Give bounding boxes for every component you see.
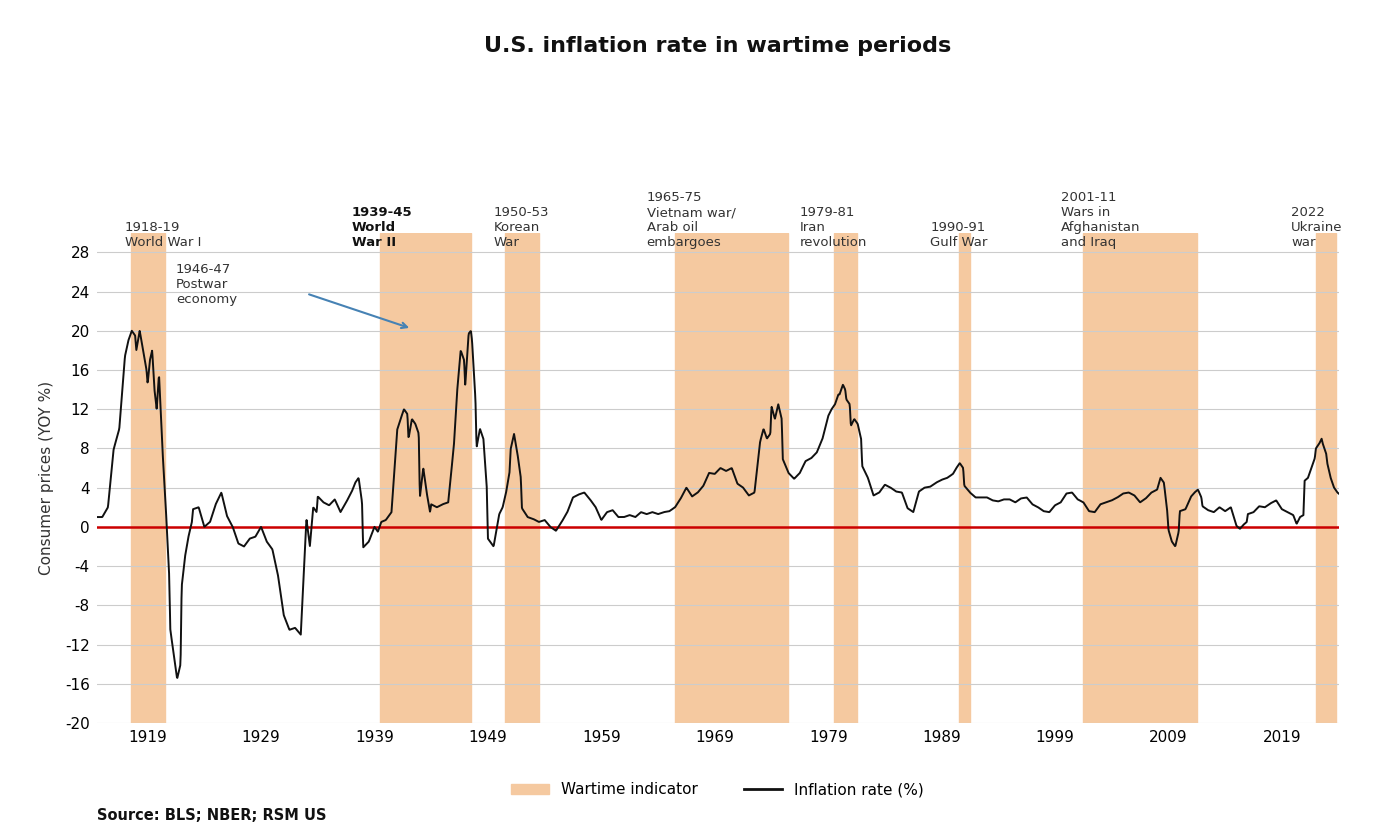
Text: 1939-45
World
War II: 1939-45 World War II	[352, 206, 413, 249]
Text: 1965-75
Vietnam war/
Arab oil
embargoes: 1965-75 Vietnam war/ Arab oil embargoes	[647, 191, 736, 249]
Bar	[505, 233, 540, 723]
Y-axis label: Consumer prices (YOY %): Consumer prices (YOY %)	[39, 381, 54, 575]
Text: 1979-81
Iran
revolution: 1979-81 Iran revolution	[800, 206, 867, 249]
Bar	[131, 233, 164, 723]
Text: Source: BLS; NBER; RSM US: Source: BLS; NBER; RSM US	[97, 808, 326, 823]
Bar	[1083, 233, 1196, 723]
Bar	[1317, 233, 1336, 723]
Legend: Wartime indicator, Inflation rate (%): Wartime indicator, Inflation rate (%)	[505, 776, 930, 804]
Text: 1950-53
Korean
War: 1950-53 Korean War	[494, 206, 549, 249]
Bar	[959, 233, 970, 723]
Text: 2001-11
Wars in
Afghanistan
and Iraq: 2001-11 Wars in Afghanistan and Iraq	[1061, 191, 1140, 249]
Title: U.S. inflation rate in wartime periods: U.S. inflation rate in wartime periods	[484, 36, 951, 57]
Bar	[380, 233, 471, 723]
Bar	[834, 233, 857, 723]
Bar	[675, 233, 788, 723]
Text: 1946-47
Postwar
economy: 1946-47 Postwar economy	[177, 263, 237, 307]
Text: 1990-91
Gulf War: 1990-91 Gulf War	[930, 221, 988, 249]
Text: 1918-19
World War I: 1918-19 World War I	[126, 221, 201, 249]
Text: 2022
Ukraine
war: 2022 Ukraine war	[1290, 206, 1343, 249]
